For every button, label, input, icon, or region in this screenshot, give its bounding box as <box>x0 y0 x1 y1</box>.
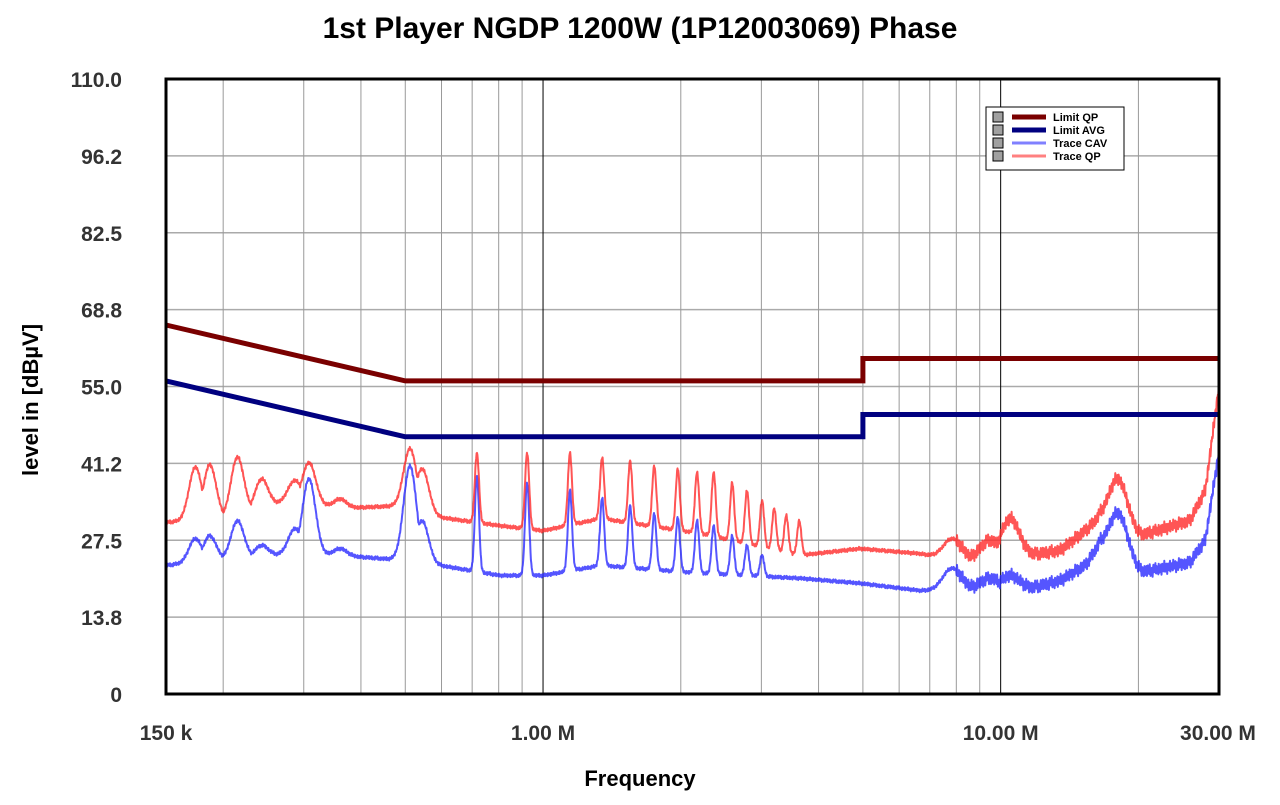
y-tick-label: 110.0 <box>71 69 122 92</box>
x-axis-ticks: 150 k 1.00 M 10.00 M 30.00 M <box>140 722 1256 745</box>
x-axis-label: Frequency <box>584 766 696 791</box>
y-tick-label: 96.2 <box>81 146 122 169</box>
legend-box <box>985 106 1125 171</box>
x-tick-label: 10.00 M <box>963 722 1039 745</box>
legend-label: Trace CAV <box>1053 138 1108 150</box>
legend-toggle-checkbox <box>992 137 1004 149</box>
plot-frame <box>164 77 1221 696</box>
y-axis-label: level in [dBµV] <box>18 324 43 476</box>
legend-label: Limit AVG <box>1053 125 1105 137</box>
legend-label: Trace QP <box>1053 151 1101 163</box>
series-layer <box>165 322 1220 594</box>
y-axis-ticks: 0 13.8 27.5 41.2 55.0 68.8 82.5 96.2 110.0 <box>71 69 123 707</box>
y-tick-label: 41.2 <box>81 453 122 476</box>
limit-line-limit-qp <box>165 322 1219 384</box>
x-tick-label: 150 k <box>140 722 193 745</box>
trace-trace-qp <box>165 379 1220 562</box>
y-tick-label: 82.5 <box>81 223 122 246</box>
y-tick-label: 13.8 <box>81 607 122 630</box>
legend-toggle-checkbox <box>992 124 1004 136</box>
y-tick-label: 55.0 <box>81 377 122 400</box>
y-tick-label: 27.5 <box>81 530 122 553</box>
x-tick-label: 1.00 M <box>511 722 575 745</box>
legend-toggle-checkbox <box>992 150 1004 162</box>
chart-title: 1st Player NGDP 1200W (1P12003069) Phase <box>323 12 958 45</box>
y-tick-label: 68.8 <box>81 300 122 323</box>
limit-line-limit-avg <box>165 378 1219 440</box>
grid <box>166 79 1219 694</box>
x-tick-label: 30.00 M <box>1180 722 1256 745</box>
legend-label: Limit QP <box>1053 112 1098 124</box>
legend-toggle-checkbox <box>992 111 1004 123</box>
y-tick-label: 0 <box>110 684 122 707</box>
trace-trace-cav <box>165 444 1220 594</box>
